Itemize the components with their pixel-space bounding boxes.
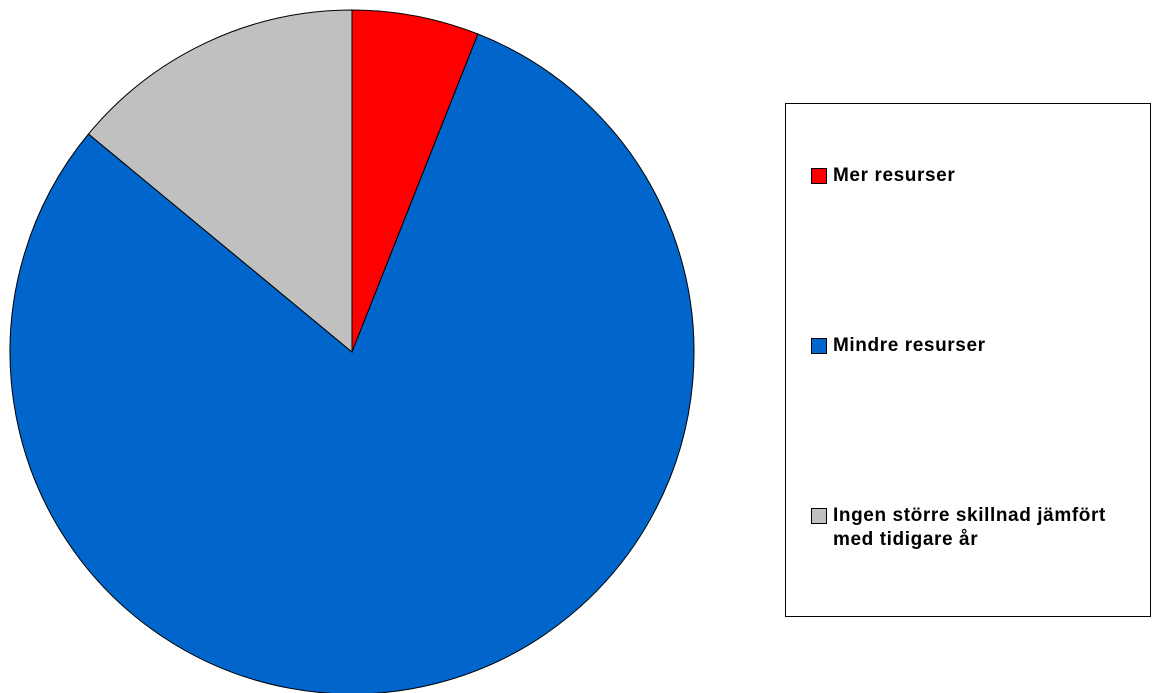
pie-slice (87, 9, 353, 354)
legend: Mer resurser Mindre resurser Ingen större … (785, 103, 1151, 617)
legend-swatch (811, 508, 827, 524)
legend-swatch (811, 168, 827, 184)
legend-item: Ingen större skillnad jämfört med tidiga… (811, 504, 1141, 552)
chart (9, 9, 695, 693)
pie-slice (9, 33, 695, 693)
legend-label: Mer resurser (833, 165, 956, 186)
legend-swatch (811, 338, 827, 354)
legend-label: Ingen större skillnad jämfört med tidiga… (833, 505, 1106, 550)
legend-item: Mindre resurser (811, 334, 1141, 358)
pie-slice (351, 9, 479, 353)
legend-label: Mindre resurser (833, 335, 986, 356)
legend-item: Mer resurser (811, 164, 1141, 188)
